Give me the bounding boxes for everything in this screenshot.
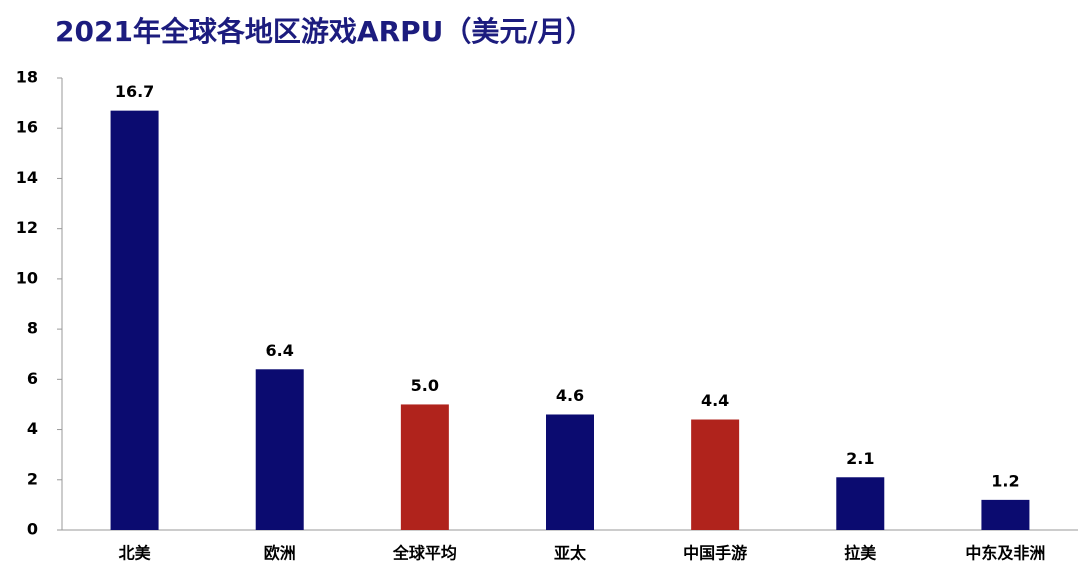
chart-title: 2021年全球各地区游戏ARPU（美元/月） [55,15,594,48]
bar [981,499,1030,530]
x-tick-label: 北美 [119,544,152,563]
y-tick-label: 12 [16,218,38,237]
bar [400,404,449,530]
value-label: 6.4 [266,341,294,360]
x-tick-label: 拉美 [844,544,877,563]
value-label: 16.7 [115,82,154,101]
value-label: 4.6 [556,386,584,405]
bar [110,110,159,531]
bar [255,369,304,530]
y-tick-label: 18 [16,68,38,87]
y-tick-label: 16 [16,118,38,137]
x-tick-label: 亚太 [554,544,587,563]
x-tick-label: 全球平均 [392,544,457,563]
bar [691,419,740,530]
y-tick-label: 14 [16,168,38,187]
value-label: 4.4 [701,391,729,410]
value-label: 5.0 [411,376,439,395]
x-tick-label: 中东及非洲 [965,544,1045,563]
y-tick-label: 4 [27,419,38,438]
value-label: 2.1 [846,449,874,468]
y-tick-label: 10 [16,268,38,287]
x-tick-label: 欧洲 [264,544,296,563]
y-tick-label: 0 [27,520,38,539]
x-tick-label: 中国手游 [683,544,747,563]
y-tick-label: 6 [27,369,38,388]
y-tick-label: 8 [27,319,38,338]
bar [546,414,594,530]
bar [836,477,885,530]
y-tick-label: 2 [27,469,38,488]
value-label: 1.2 [991,471,1019,490]
